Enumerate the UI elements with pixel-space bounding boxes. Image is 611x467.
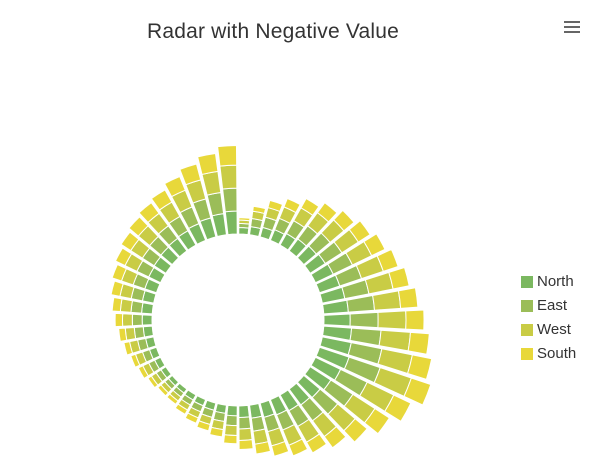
- legend-label-east: East: [537, 297, 568, 314]
- bar-south-45[interactable]: [150, 189, 173, 211]
- bar-south-22[interactable]: [270, 440, 290, 457]
- bar-west-37[interactable]: [121, 313, 133, 327]
- bar-south-46[interactable]: [163, 175, 186, 198]
- bar-south-6[interactable]: [332, 209, 355, 232]
- bar-south-16[interactable]: [384, 394, 412, 423]
- bar-north-12[interactable]: [323, 313, 351, 327]
- bar-south-44[interactable]: [138, 202, 160, 224]
- bar-south-31[interactable]: [157, 384, 170, 397]
- bar-south-11[interactable]: [397, 287, 419, 309]
- legend-label-west: West: [537, 321, 571, 338]
- bar-south-37[interactable]: [114, 312, 124, 328]
- legend-swatch-north: [521, 276, 533, 288]
- bar-north-36[interactable]: [142, 325, 154, 338]
- bar-west-49[interactable]: [219, 164, 238, 190]
- legend-swatch-south: [521, 348, 533, 360]
- bar-east-12[interactable]: [349, 311, 379, 329]
- bar-south-0[interactable]: [238, 217, 251, 222]
- bar-south-7[interactable]: [348, 220, 371, 243]
- bar-south-36[interactable]: [118, 327, 128, 342]
- bar-south-35[interactable]: [123, 341, 134, 356]
- bar-north-0[interactable]: [238, 226, 250, 236]
- bar-south-29[interactable]: [174, 403, 189, 415]
- bar-south-42[interactable]: [120, 231, 140, 252]
- bar-east-11[interactable]: [346, 294, 376, 313]
- bar-south-2[interactable]: [267, 199, 284, 213]
- bar-south-3[interactable]: [283, 197, 301, 214]
- bar-west-13[interactable]: [378, 329, 412, 352]
- bar-north-25[interactable]: [226, 404, 238, 417]
- bar-south-33[interactable]: [137, 365, 149, 380]
- bar-south-32[interactable]: [147, 375, 159, 389]
- bar-south-34[interactable]: [130, 353, 141, 368]
- bar-west-24[interactable]: [238, 427, 253, 441]
- bar-north-24[interactable]: [238, 404, 250, 418]
- bar-south-21[interactable]: [288, 438, 309, 457]
- bar-north-37[interactable]: [141, 314, 153, 326]
- bar-south-15[interactable]: [403, 377, 432, 406]
- bar-south-39[interactable]: [110, 280, 124, 297]
- bar-south-1[interactable]: [252, 205, 267, 215]
- bar-south-17[interactable]: [363, 407, 391, 435]
- bar-south-47[interactable]: [179, 163, 202, 186]
- bar-south-28[interactable]: [184, 412, 199, 424]
- bar-east-38[interactable]: [130, 300, 144, 314]
- bar-south-8[interactable]: [363, 233, 386, 257]
- bar-north-49[interactable]: [224, 210, 238, 236]
- legend-swatch-west: [521, 324, 533, 336]
- bar-east-24[interactable]: [238, 416, 252, 430]
- bar-south-43[interactable]: [128, 216, 149, 237]
- chart-title: Radar with Negative Value: [146, 20, 400, 43]
- bar-south-48[interactable]: [197, 152, 219, 176]
- bar-south-23[interactable]: [254, 441, 272, 455]
- bar-south-40[interactable]: [111, 263, 128, 282]
- bar-south-14[interactable]: [406, 354, 433, 381]
- bar-south-4[interactable]: [300, 197, 320, 216]
- bar-south-25[interactable]: [223, 434, 238, 445]
- legend-swatch-east: [521, 300, 533, 312]
- bar-south-24[interactable]: [238, 439, 254, 450]
- bar-west-25[interactable]: [223, 424, 238, 437]
- bar-south-27[interactable]: [196, 420, 211, 432]
- bar-north-23[interactable]: [248, 402, 263, 419]
- bar-south-41[interactable]: [114, 247, 133, 267]
- bar-west-48[interactable]: [201, 170, 222, 196]
- bar-south-9[interactable]: [376, 248, 399, 273]
- bar-east-25[interactable]: [225, 414, 238, 427]
- bar-south-10[interactable]: [388, 266, 410, 290]
- bar-south-30[interactable]: [166, 393, 179, 405]
- bar-north-38[interactable]: [141, 302, 154, 315]
- bar-west-38[interactable]: [119, 298, 133, 313]
- menu-icon[interactable]: [562, 18, 582, 38]
- bar-east-49[interactable]: [222, 187, 238, 213]
- bar-west-12[interactable]: [377, 310, 407, 330]
- legend-label-north: North: [537, 273, 574, 290]
- bar-south-26[interactable]: [209, 426, 224, 438]
- bar-south-49[interactable]: [217, 144, 238, 167]
- bar-south-19[interactable]: [323, 425, 347, 449]
- bar-west-11[interactable]: [372, 290, 402, 311]
- legend-label-south: South: [537, 345, 577, 362]
- bar-east-37[interactable]: [131, 313, 143, 327]
- bar-south-18[interactable]: [343, 418, 368, 443]
- bar-south-20[interactable]: [305, 433, 328, 454]
- bar-south-5[interactable]: [316, 202, 338, 223]
- bar-south-12[interactable]: [405, 309, 425, 331]
- bar-south-13[interactable]: [407, 331, 430, 355]
- bar-south-38[interactable]: [111, 296, 123, 313]
